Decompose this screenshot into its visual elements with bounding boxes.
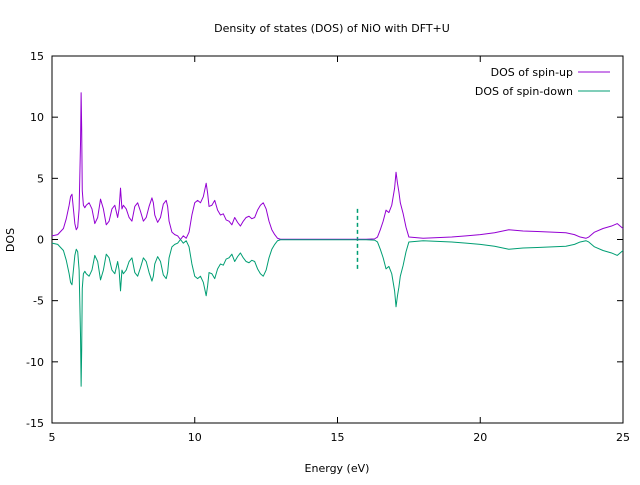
series-layer — [51, 92, 624, 387]
y-tick-label: 0 — [37, 234, 44, 247]
x-tick-label: 15 — [331, 431, 345, 444]
x-axis-ticks: 5 10 15 20 25 — [49, 56, 630, 444]
y-tick-label: 5 — [37, 172, 44, 185]
y-tick-label: -10 — [26, 356, 44, 369]
y-tick-label: 15 — [30, 50, 44, 63]
legend-label: DOS of spin-down — [475, 85, 573, 98]
y-axis-title: DOS — [4, 228, 17, 252]
x-tick-label: 25 — [616, 431, 630, 444]
x-tick-label: 10 — [188, 431, 202, 444]
legend: DOS of spin-up DOS of spin-down — [475, 66, 610, 98]
y-tick-label: 10 — [30, 111, 44, 124]
y-tick-label: -15 — [26, 417, 44, 430]
series-line-spin-up — [51, 92, 624, 240]
legend-label: DOS of spin-up — [491, 66, 573, 79]
y-axis-ticks: -15 -10 -5 0 5 10 15 — [26, 50, 623, 430]
chart-title: Density of states (DOS) of NiO with DFT+… — [214, 22, 450, 35]
series-line-spin-down — [51, 239, 624, 387]
x-axis-title: Energy (eV) — [305, 462, 370, 475]
x-tick-label: 5 — [49, 431, 56, 444]
y-tick-label: -5 — [33, 295, 44, 308]
x-tick-label: 20 — [473, 431, 487, 444]
